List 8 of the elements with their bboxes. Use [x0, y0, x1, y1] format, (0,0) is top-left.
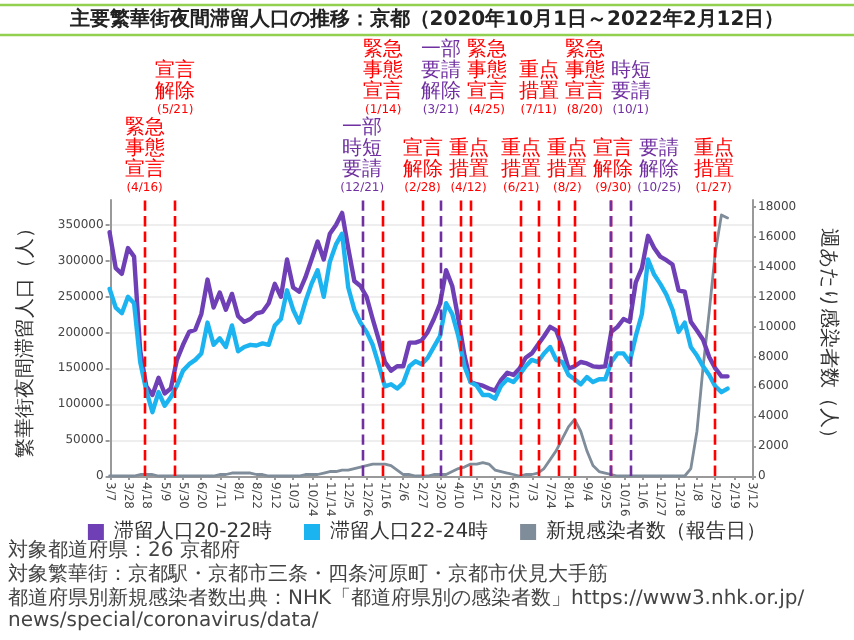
y2-axis-title: 週あたり感染者数（人） [817, 228, 841, 448]
y-axis-title: 繁華街夜間滞留人口（人） [13, 218, 37, 458]
legend-label: 新規感染者数（報告日） [546, 519, 767, 543]
text: 都道府県別新規感染者数出典：NHK「都道府県別の感染者数」https://www3.nhk.or.jp/news/special/coronavirus/data/ [8, 586, 806, 632]
legend-label: 滞留人口22-24時 [330, 519, 489, 543]
text: 対象都道府県：26 京都府 [8, 538, 240, 562]
text: 対象繁華街：京都駅・京都市三条・四条河原町・京都市伏見大手筋 [8, 562, 608, 586]
chart-title: 主要繁華街夜間滞留人口の推移：京都（2020年10月1日～2022年2月12日） [67, 7, 785, 31]
